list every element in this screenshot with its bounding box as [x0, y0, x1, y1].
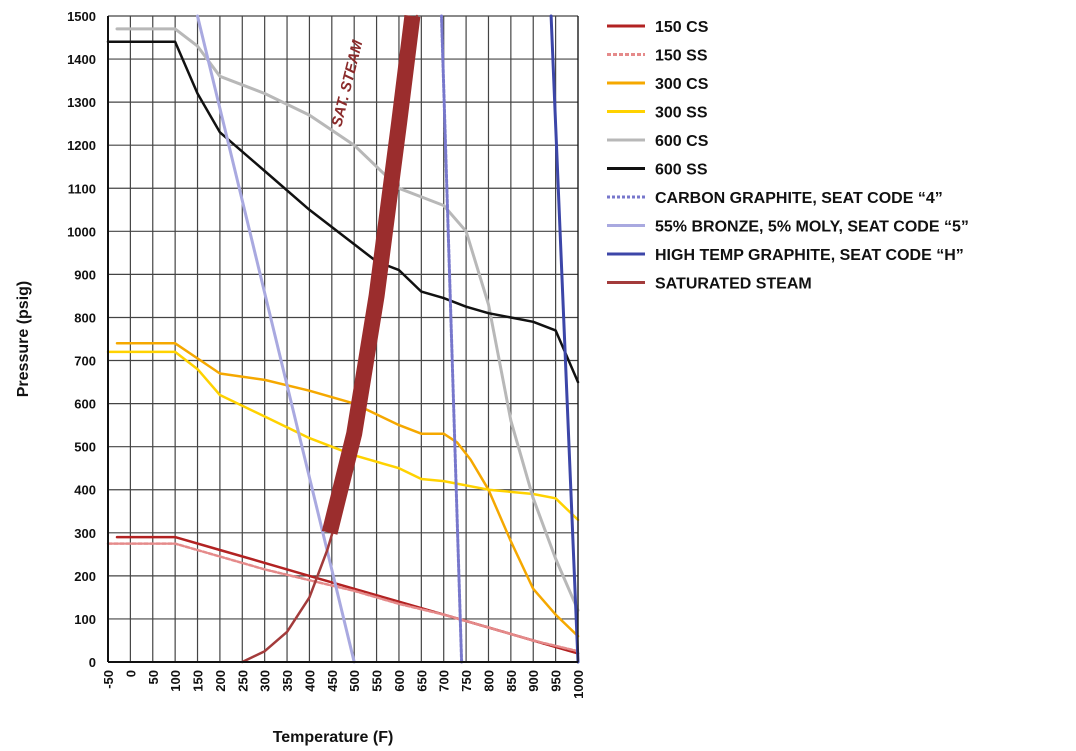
x-axis-title: Temperature (F) — [273, 729, 394, 746]
y-tick-label: 1100 — [68, 181, 96, 196]
legend-label: SATURATED STEAM — [655, 276, 812, 293]
series-line — [440, 14, 464, 664]
y-tick-label: 900 — [74, 267, 96, 282]
x-tick-label: 200 — [213, 670, 228, 692]
axes: 0100200300400500600700800900100011001200… — [67, 9, 586, 699]
series-line — [106, 542, 580, 653]
y-tick-label: 100 — [74, 612, 96, 627]
x-tick-label: 450 — [325, 670, 340, 692]
legend-label: 300 SS — [655, 105, 708, 122]
series-line — [196, 14, 356, 664]
y-tick-label: 1000 — [67, 224, 96, 239]
legend: 150 CS 150 SS 300 CS 300 SS 600 CS 600 SS CARB… — [607, 19, 969, 293]
y-tick-label: 1300 — [67, 95, 96, 110]
legend-label: 55% BRONZE, 5% MOLY, SEAT CODE “5” — [655, 219, 969, 236]
legend-label: 600 CS — [655, 133, 709, 150]
y-tick-label: 1400 — [67, 52, 96, 67]
x-tick-label: 550 — [370, 670, 385, 692]
x-tick-label: -50 — [101, 670, 116, 689]
y-tick-label: 600 — [74, 397, 96, 412]
y-tick-label: 1200 — [67, 138, 96, 153]
x-tick-label: 400 — [302, 670, 317, 692]
x-tick-label: 1000 — [571, 670, 586, 699]
series-line — [549, 14, 580, 664]
x-tick-label: 0 — [123, 670, 138, 677]
y-tick-label: 700 — [74, 354, 96, 369]
y-tick-label: 0 — [89, 655, 96, 670]
y-tick-label: 1500 — [67, 9, 96, 24]
x-tick-label: 700 — [437, 670, 452, 692]
x-tick-label: 900 — [526, 670, 541, 692]
x-tick-label: 300 — [258, 670, 273, 692]
sat-steam-annotation: SAT. STEAM — [329, 38, 367, 129]
x-tick-label: 850 — [504, 670, 519, 692]
y-tick-label: 500 — [74, 440, 96, 455]
x-tick-label: 650 — [414, 670, 429, 692]
x-tick-label: 50 — [146, 670, 161, 684]
series-lines — [106, 14, 580, 664]
legend-label: CARBON GRAPHITE, SEAT CODE “4” — [655, 190, 943, 207]
x-tick-label: 350 — [280, 670, 295, 692]
series-line — [115, 342, 580, 638]
x-tick-label: 100 — [168, 670, 183, 692]
y-tick-label: 200 — [74, 569, 96, 584]
legend-label: 300 CS — [655, 76, 709, 93]
y-axis-title: Pressure (psig) — [15, 281, 32, 397]
legend-label: 150 SS — [655, 48, 708, 65]
legend-label: 600 SS — [655, 162, 708, 179]
sat-steam-band — [321, 15, 421, 535]
series-line — [115, 27, 580, 612]
series-line — [106, 350, 580, 522]
legend-label: HIGH TEMP GRAPHITE, SEAT CODE “H” — [655, 247, 964, 264]
x-tick-label: 500 — [347, 670, 362, 692]
y-tick-label: 300 — [74, 526, 96, 541]
x-tick-label: 800 — [481, 670, 496, 692]
x-tick-label: 750 — [459, 670, 474, 692]
y-tick-label: 400 — [74, 483, 96, 498]
x-tick-label: 150 — [191, 670, 206, 692]
x-tick-label: 250 — [235, 670, 250, 692]
y-tick-label: 800 — [74, 310, 96, 325]
x-tick-label: 950 — [549, 670, 564, 692]
x-tick-label: 600 — [392, 670, 407, 692]
legend-label: 150 CS — [655, 19, 709, 36]
